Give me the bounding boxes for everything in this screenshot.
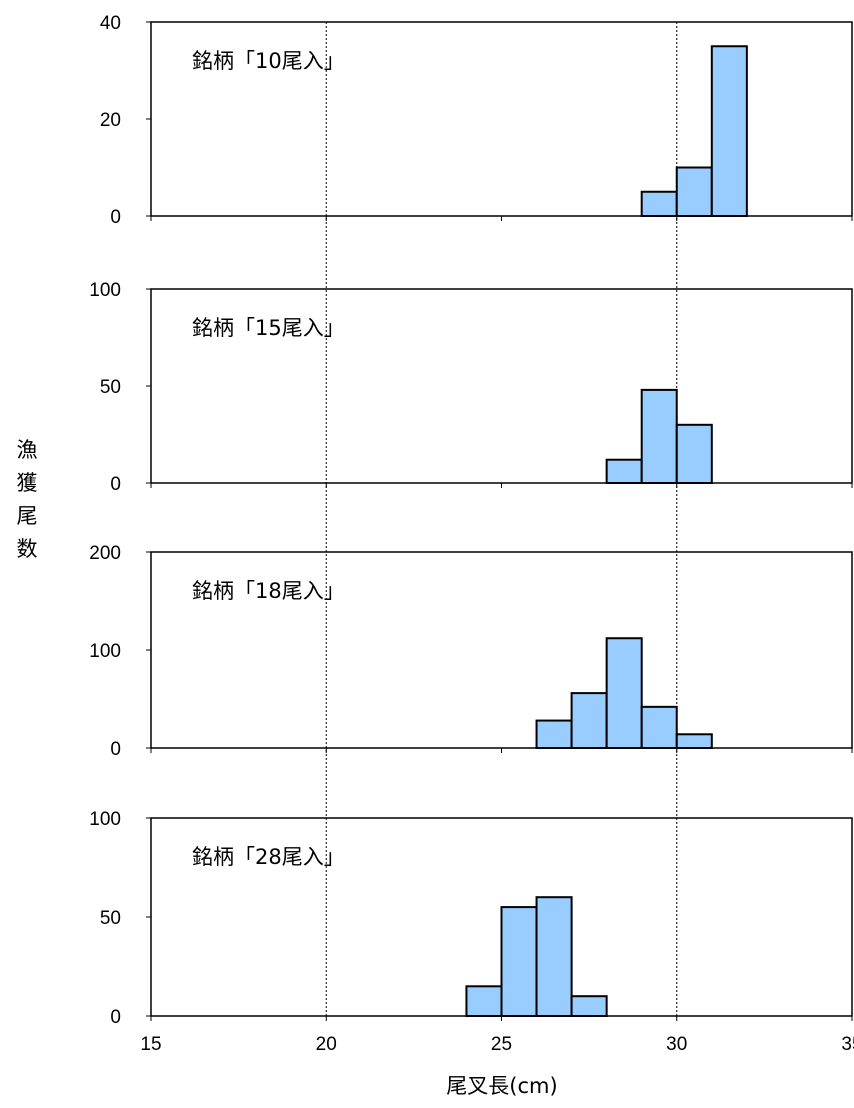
histogram-panel: 0 20 40 銘柄「10尾入」 <box>100 13 853 228</box>
histogram-bar <box>465 985 503 1017</box>
y-tick-label: 100 <box>89 809 121 830</box>
histogram-bar <box>640 705 678 750</box>
histogram-bar <box>535 719 573 749</box>
x-tick-label: 25 <box>491 1034 512 1055</box>
x-tick-label: 30 <box>666 1034 687 1055</box>
y-tick-label: 200 <box>89 543 121 564</box>
y-tick-label: 0 <box>110 207 121 228</box>
y-tick-label: 0 <box>110 739 121 760</box>
x-tick-label: 20 <box>316 1034 337 1055</box>
histogram-bar <box>640 388 678 485</box>
histogram-bar <box>605 637 643 749</box>
histogram-bar <box>570 692 608 749</box>
y-tick-label: 0 <box>110 1007 121 1028</box>
x-tick-label: 15 <box>140 1034 161 1055</box>
histogram-panel: 0 50 100 銘柄「15尾入」 <box>89 280 853 495</box>
histogram-panel: 0 50 100 銘柄「28尾入」 <box>89 809 853 1028</box>
y-tick-label: 100 <box>89 641 121 662</box>
histogram-bar <box>535 896 573 1018</box>
y-tick-label: 100 <box>89 280 121 301</box>
y-tick-label: 40 <box>100 13 121 34</box>
histogram-bar <box>675 423 713 484</box>
histogram-bar <box>640 190 678 217</box>
histogram-panel: 0 100 200 銘柄「18尾入」 <box>89 543 853 760</box>
y-axis-title-char: 尾 <box>17 504 38 528</box>
histogram-bar <box>710 45 748 217</box>
panel-title: 銘柄「18尾入」 <box>192 579 345 603</box>
x-axis-title: 尾叉長(cm) <box>446 1074 557 1098</box>
reference-lines <box>325 22 678 1016</box>
histogram-bar <box>500 906 538 1017</box>
y-tick-label: 50 <box>100 908 121 929</box>
y-tick-label: 20 <box>100 110 121 131</box>
y-axis-title-char: 漁 <box>17 438 38 462</box>
histogram-bar <box>675 733 713 750</box>
x-tick-label: 35 <box>841 1034 854 1055</box>
panel-title: 銘柄「10尾入」 <box>192 49 345 73</box>
histogram-bar <box>605 458 643 485</box>
y-axis-title-char: 数 <box>17 537 38 561</box>
histogram-bar <box>675 166 713 217</box>
x-tick-labels: 15 20 25 30 35 <box>140 1034 854 1055</box>
panel-title: 銘柄「15尾入」 <box>192 316 345 340</box>
y-axis-title-char: 獲 <box>17 471 38 495</box>
y-tick-label: 50 <box>100 377 121 398</box>
panels-group: 0 20 40 銘柄「10尾入」 0 50 100 銘柄「15尾入」 0 100 200 銘柄「18尾… <box>89 13 853 1028</box>
y-tick-label: 0 <box>110 474 121 495</box>
histogram-bar <box>570 995 608 1018</box>
panel-title: 銘柄「28尾入」 <box>192 845 345 869</box>
